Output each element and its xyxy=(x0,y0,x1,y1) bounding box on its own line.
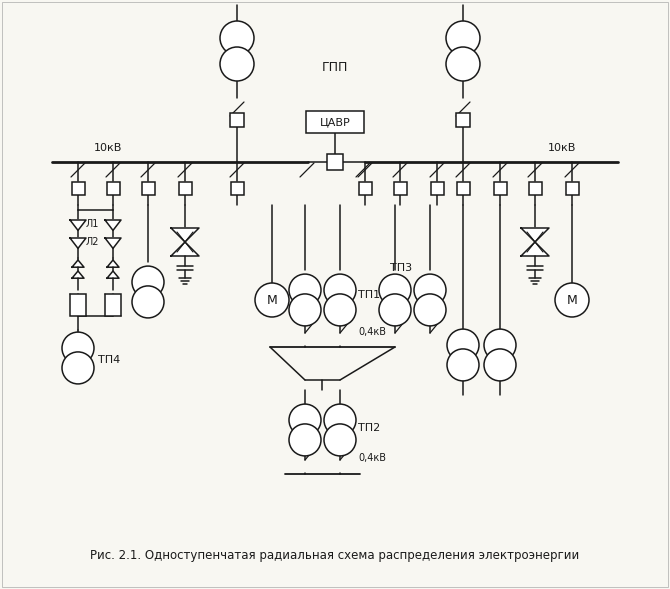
Bar xyxy=(393,181,407,194)
Circle shape xyxy=(220,47,254,81)
Text: ЦАВР: ЦАВР xyxy=(320,117,350,127)
Polygon shape xyxy=(521,242,549,256)
Text: ТП2: ТП2 xyxy=(358,423,381,433)
Bar xyxy=(230,181,243,194)
Bar xyxy=(494,181,507,194)
Circle shape xyxy=(414,294,446,326)
Circle shape xyxy=(414,274,446,306)
Circle shape xyxy=(446,21,480,55)
Bar xyxy=(178,181,192,194)
Text: 0,4кВ: 0,4кВ xyxy=(358,327,386,337)
Circle shape xyxy=(324,404,356,436)
Text: ТП1: ТП1 xyxy=(358,290,380,300)
Bar xyxy=(565,181,578,194)
Bar xyxy=(70,294,86,316)
Polygon shape xyxy=(70,220,86,230)
Text: ТП4: ТП4 xyxy=(98,355,120,365)
Bar xyxy=(107,181,119,194)
Circle shape xyxy=(62,352,94,384)
Bar xyxy=(456,181,470,194)
Polygon shape xyxy=(107,260,119,267)
Circle shape xyxy=(379,274,411,306)
Polygon shape xyxy=(72,260,84,267)
Circle shape xyxy=(555,283,589,317)
Circle shape xyxy=(132,266,164,298)
Text: 10кВ: 10кВ xyxy=(548,143,576,153)
Circle shape xyxy=(220,21,254,55)
Text: ТП3: ТП3 xyxy=(390,263,412,273)
Bar xyxy=(141,181,155,194)
Polygon shape xyxy=(107,271,119,278)
Circle shape xyxy=(447,329,479,361)
Bar xyxy=(358,181,371,194)
Circle shape xyxy=(289,274,321,306)
Circle shape xyxy=(484,329,516,361)
Polygon shape xyxy=(521,228,549,242)
Circle shape xyxy=(289,404,321,436)
Text: М: М xyxy=(567,293,578,306)
Circle shape xyxy=(484,349,516,381)
Circle shape xyxy=(255,283,289,317)
Circle shape xyxy=(289,294,321,326)
Circle shape xyxy=(324,274,356,306)
Circle shape xyxy=(289,424,321,456)
Polygon shape xyxy=(70,238,86,249)
Circle shape xyxy=(324,294,356,326)
Text: М: М xyxy=(267,293,277,306)
Bar xyxy=(529,181,541,194)
Text: Рис. 2.1. Одноступенчатая радиальная схема распределения электроэнергии: Рис. 2.1. Одноступенчатая радиальная схе… xyxy=(90,548,580,561)
Bar xyxy=(230,113,244,127)
Bar xyxy=(105,294,121,316)
Polygon shape xyxy=(72,271,84,278)
Polygon shape xyxy=(171,242,199,256)
Polygon shape xyxy=(105,238,121,249)
Circle shape xyxy=(62,332,94,364)
Circle shape xyxy=(379,294,411,326)
Polygon shape xyxy=(105,220,121,230)
Circle shape xyxy=(446,47,480,81)
Text: 0,4кВ: 0,4кВ xyxy=(358,453,386,463)
Text: ГПП: ГПП xyxy=(322,61,348,74)
Polygon shape xyxy=(171,228,199,242)
Text: Л2: Л2 xyxy=(85,237,98,247)
Circle shape xyxy=(447,349,479,381)
Bar xyxy=(456,113,470,127)
Bar xyxy=(431,181,444,194)
Circle shape xyxy=(132,286,164,318)
Bar xyxy=(327,154,343,170)
Text: 10кВ: 10кВ xyxy=(94,143,122,153)
Bar xyxy=(306,111,364,133)
Circle shape xyxy=(324,424,356,456)
Bar xyxy=(72,181,84,194)
Text: Л1: Л1 xyxy=(85,219,98,229)
